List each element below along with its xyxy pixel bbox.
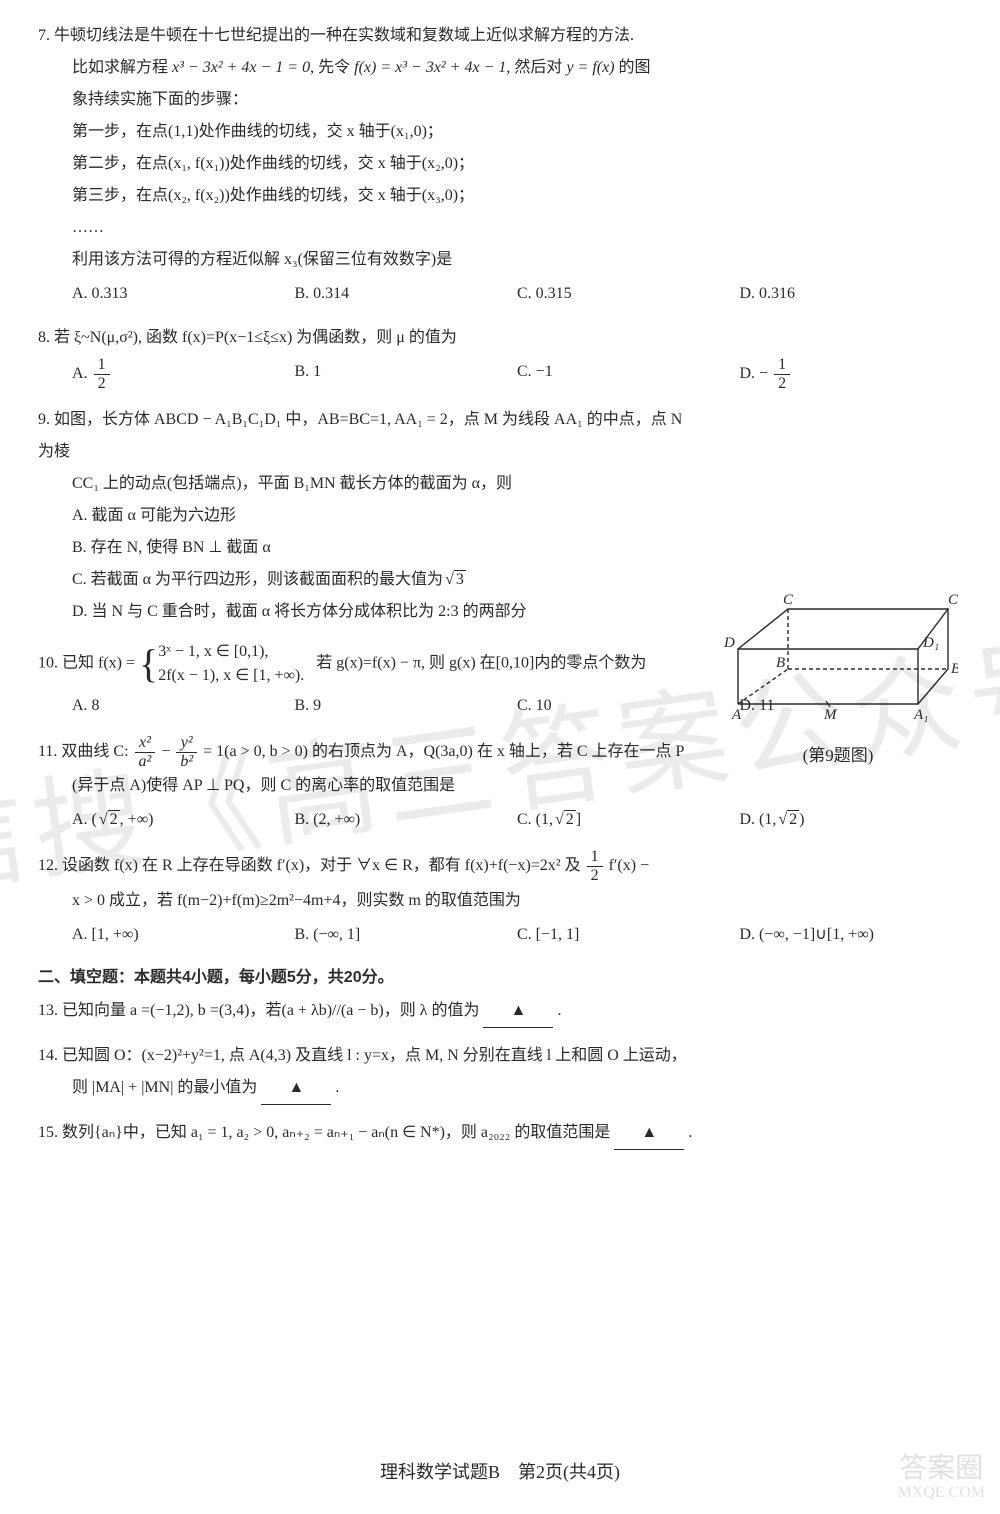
brace-icon: {	[139, 644, 158, 684]
q8-opt-d: D. − 12	[740, 356, 963, 392]
question-15: 15. 数列{aₙ}中，已知 a₁ = 1, a₂ > 0, aₙ₊₂ = aₙ…	[38, 1117, 962, 1150]
q12-opt-b: B. (−∞, 1]	[295, 919, 518, 951]
q10-opt-b: B. 9	[295, 690, 518, 722]
q9-opt-c: C. 若截面 α 为平行四边形，则该截面面积的最大值为3	[38, 564, 702, 596]
svg-text:C₁: C₁	[948, 592, 958, 608]
page-footer: 理科数学试题B 第2页(共4页)	[0, 1458, 1000, 1484]
q9-opt-b: B. 存在 N, 使得 BN ⊥ 截面 α	[38, 532, 702, 564]
svg-text:A₁: A₁	[913, 707, 928, 723]
q11-opt-d: D. (1,2)	[740, 804, 963, 836]
blank-13: ▲	[483, 995, 553, 1028]
watermark-corner: 答案圈 MXQE.COM	[897, 1454, 985, 1502]
q11-opt-c: C. (1,2]	[517, 804, 740, 836]
q9-opt-d: D. 当 N 与 C 重合时，截面 α 将长方体分成体积比为 2:3 的两部分	[38, 596, 702, 628]
q10-opt-a: A. 8	[72, 690, 295, 722]
svg-text:B: B	[776, 655, 785, 671]
question-7: 7. 牛顿切线法是牛顿在十七世纪提出的一种在实数域和复数域上近似求解方程的方法.…	[38, 20, 962, 310]
q12-options: A. [1, +∞) B. (−∞, 1] C. [−1, 1] D. (−∞,…	[38, 919, 962, 951]
q8-opt-a: A. 12	[72, 356, 295, 392]
figure-9-caption: (第9题图)	[714, 741, 962, 766]
cuboid-diagram: C C₁ D D₁ B B₁ A M A₁	[718, 589, 958, 739]
q7-opt-b: B. 0.314	[295, 278, 518, 310]
question-13: 13. 已知向量 a =(−1,2), b =(3,4)，若(a + λb)//…	[38, 995, 962, 1028]
q7-opt-a: A. 0.313	[72, 278, 295, 310]
q11-opt-a: A. (2, +∞)	[72, 804, 295, 836]
q7-opt-c: C. 0.315	[517, 278, 740, 310]
svg-text:B₁: B₁	[951, 661, 958, 677]
question-12: 12. 设函数 f(x) 在 R 上存在导函数 f′(x)，对于 ∀x ∈ R，…	[38, 848, 962, 950]
section-2-title: 二、填空题：本题共4小题，每小题5分，共20分。	[38, 963, 962, 987]
svg-text:A: A	[731, 707, 742, 723]
svg-text:C: C	[783, 592, 794, 608]
q12-opt-a: A. [1, +∞)	[72, 919, 295, 951]
q11-opt-b: B. (2, +∞)	[295, 804, 518, 836]
q7-num: 7.	[38, 27, 50, 44]
q10-opt-c: C. 10	[517, 690, 740, 722]
blank-15: ▲	[614, 1117, 684, 1150]
question-14: 14. 已知圆 O：(x−2)²+y²=1, 点 A(4,3) 及直线 l : …	[38, 1040, 962, 1105]
q11-options: A. (2, +∞) B. (2, +∞) C. (1,2] D. (1,2)	[38, 804, 962, 836]
question-8: 8. 若 ξ~N(μ,σ²), 函数 f(x)=P(x−1≤ξ≤x) 为偶函数，…	[38, 322, 962, 392]
figure-q9: C C₁ D D₁ B B₁ A M A₁ (第9题图)	[714, 589, 962, 766]
svg-text:D: D	[723, 635, 735, 651]
svg-text:M: M	[823, 707, 838, 723]
q9-opt-a: A. 截面 α 可能为六边形	[38, 500, 702, 532]
q12-opt-c: C. [−1, 1]	[517, 919, 740, 951]
q8-opt-b: B. 1	[295, 356, 518, 392]
blank-14: ▲	[261, 1072, 331, 1105]
q12-opt-d: D. (−∞, −1]∪[1, +∞)	[740, 919, 963, 951]
q7-opt-d: D. 0.316	[740, 278, 963, 310]
q8-opt-c: C. −1	[517, 356, 740, 392]
svg-text:D₁: D₁	[922, 635, 939, 651]
q8-options: A. 12 B. 1 C. −1 D. − 12	[38, 356, 962, 392]
q7-options: A. 0.313 B. 0.314 C. 0.315 D. 0.316	[38, 278, 962, 310]
